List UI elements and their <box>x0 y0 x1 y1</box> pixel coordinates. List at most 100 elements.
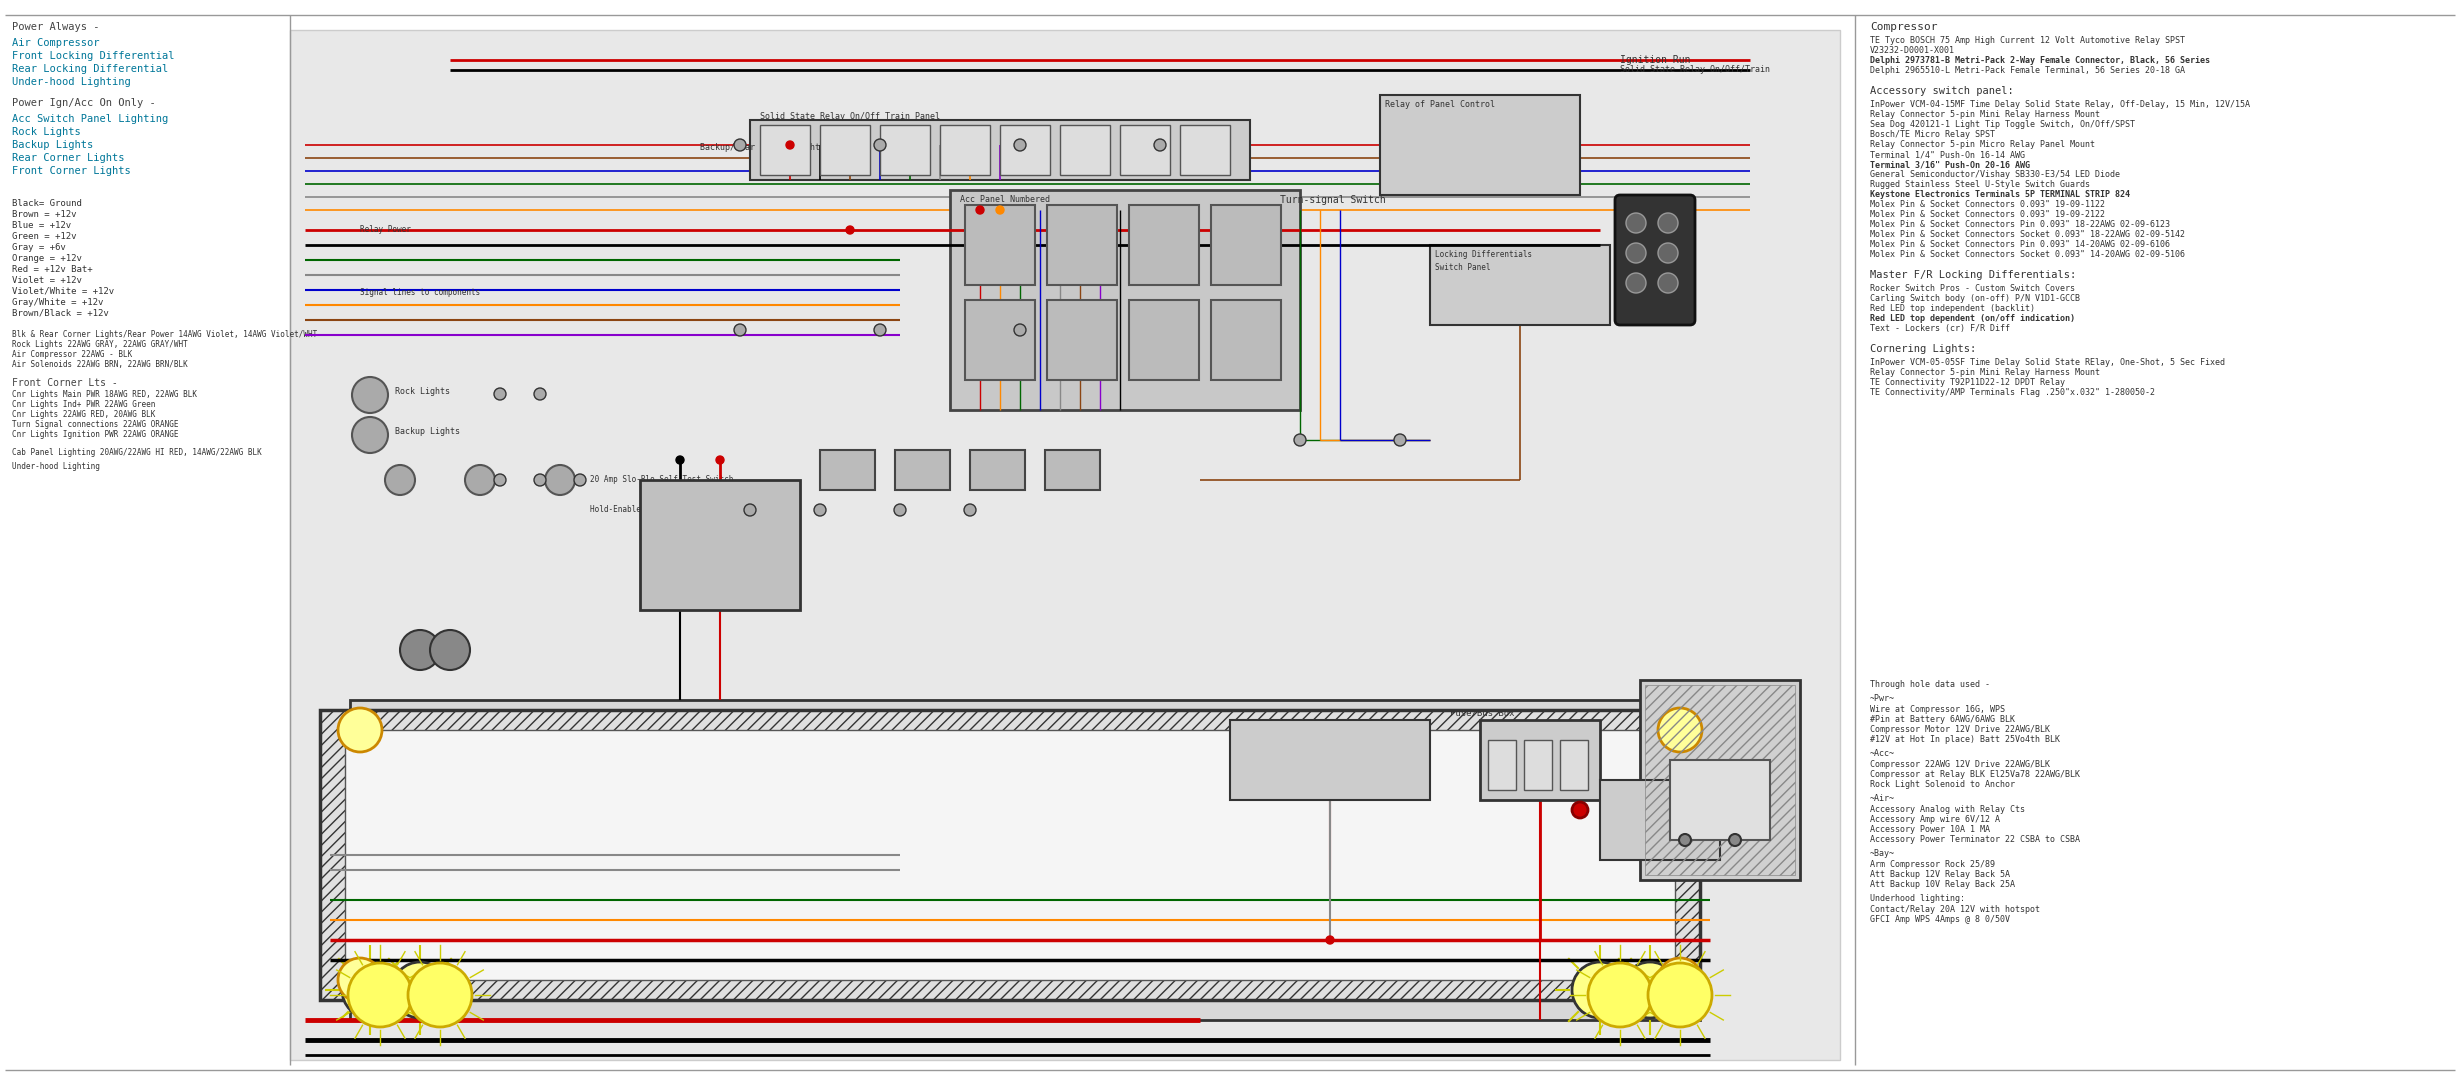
Text: Att Backup 12V Relay Back 5A: Att Backup 12V Relay Back 5A <box>1870 870 2011 879</box>
Circle shape <box>495 474 507 486</box>
Text: SMF: SMF <box>972 453 987 462</box>
Text: Fuse/Bus Box: Fuse/Bus Box <box>1450 708 1514 717</box>
Text: Sea Dog 420121-1 Light Tip Toggle Switch, On/Off/SPST: Sea Dog 420121-1 Light Tip Toggle Switch… <box>1870 120 2136 129</box>
Text: Blue = +12v: Blue = +12v <box>12 221 71 230</box>
Text: Front Corner Lts -: Front Corner Lts - <box>12 378 118 388</box>
Bar <box>965 300 1036 380</box>
Circle shape <box>352 417 389 453</box>
Text: Backup/Rear Corner Lights: Backup/Rear Corner Lights <box>699 143 824 152</box>
Text: Solid State Relay On/Off/Train: Solid State Relay On/Off/Train <box>1619 65 1769 75</box>
Circle shape <box>733 139 746 151</box>
Bar <box>345 730 1676 980</box>
Circle shape <box>1649 963 1713 1027</box>
Bar <box>1120 125 1169 175</box>
Text: Controller: Controller <box>1605 798 1654 807</box>
Circle shape <box>1326 936 1334 944</box>
Circle shape <box>337 958 381 1002</box>
Text: GFCI Amp WPS 4Amps @ 8 0/50V: GFCI Amp WPS 4Amps @ 8 0/50V <box>1870 915 2011 924</box>
Text: Accessory Power 10A 1 MA: Accessory Power 10A 1 MA <box>1870 825 1991 834</box>
Text: Backup Lights: Backup Lights <box>12 140 94 150</box>
Text: Cnr Lights Main PWR 18AWG RED, 22AWG BLK: Cnr Lights Main PWR 18AWG RED, 22AWG BLK <box>12 390 197 399</box>
Text: Signal lines to components: Signal lines to components <box>359 288 480 297</box>
Bar <box>950 190 1299 410</box>
Circle shape <box>1294 434 1307 446</box>
Text: SMF: SMF <box>1048 453 1061 462</box>
Bar <box>1211 300 1282 380</box>
Text: Relay Connector 5-pin Mini Relay Harness Mount: Relay Connector 5-pin Mini Relay Harness… <box>1870 368 2099 377</box>
Text: ~Air~: ~Air~ <box>1870 794 1895 804</box>
Text: Cnr Lights Ind+ PWR 22AWG Green: Cnr Lights Ind+ PWR 22AWG Green <box>12 400 155 409</box>
Bar <box>999 125 1051 175</box>
Circle shape <box>1393 434 1405 446</box>
Text: InPower VCM-04-15MF Time Delay Solid State Relay, Off-Delay, 15 Min, 12V/15A: InPower VCM-04-15MF Time Delay Solid Sta… <box>1870 100 2249 109</box>
Circle shape <box>997 206 1004 214</box>
Text: Orange = +12v: Orange = +12v <box>12 254 81 264</box>
Bar <box>1560 740 1587 789</box>
Text: Acc Panel Numbered: Acc Panel Numbered <box>960 195 1051 204</box>
Text: Accessory Amp wire 6V/12 A: Accessory Amp wire 6V/12 A <box>1870 815 2001 824</box>
Text: General Semiconductor/Vishay SB330-E3/54 LED Diode: General Semiconductor/Vishay SB330-E3/54… <box>1870 170 2119 179</box>
Text: Fuse/Bus Box: Fuse/Bus Box <box>1484 725 1550 734</box>
Text: Power Always -: Power Always - <box>12 22 98 32</box>
Circle shape <box>573 474 586 486</box>
Circle shape <box>431 630 470 670</box>
Bar <box>1130 205 1199 285</box>
Circle shape <box>748 548 773 572</box>
Circle shape <box>1573 962 1629 1018</box>
Bar <box>970 450 1024 490</box>
Text: Compressor 22AWG 12V Drive 22AWG/BLK: Compressor 22AWG 12V Drive 22AWG/BLK <box>1870 760 2050 769</box>
Circle shape <box>733 324 746 336</box>
Bar <box>1046 300 1117 380</box>
Bar <box>1179 125 1230 175</box>
Text: Turn Signal connections 22AWG ORANGE: Turn Signal connections 22AWG ORANGE <box>12 420 180 429</box>
Text: 20 Amp Slo-Blo Self-Test Switch: 20 Amp Slo-Blo Self-Test Switch <box>591 475 733 484</box>
Text: Cnr Lights 22AWG RED, 20AWG BLK: Cnr Lights 22AWG RED, 20AWG BLK <box>12 410 155 419</box>
Circle shape <box>1678 834 1691 846</box>
Bar <box>896 450 950 490</box>
Text: Keystone Electronics Terminals 5P TERMINAL STRIP 824: Keystone Electronics Terminals 5P TERMIN… <box>1870 190 2131 199</box>
Circle shape <box>409 963 473 1027</box>
Bar <box>1046 450 1100 490</box>
Text: Cooling Fan: Cooling Fan <box>1605 785 1661 794</box>
Text: TE Connectivity T92P11D22-12 DPDT Relay: TE Connectivity T92P11D22-12 DPDT Relay <box>1870 378 2065 387</box>
Text: Compressor Motor 12V Drive 22AWG/BLK: Compressor Motor 12V Drive 22AWG/BLK <box>1870 725 2050 734</box>
Bar <box>640 480 800 610</box>
Text: Backup Lights: Backup Lights <box>396 427 460 436</box>
Bar <box>881 125 930 175</box>
Circle shape <box>965 504 977 516</box>
Text: Relay of Panel Control: Relay of Panel Control <box>1386 100 1494 109</box>
Text: Relay 1: Relay 1 <box>822 464 856 473</box>
Text: Power Ign/Acc On Only -: Power Ign/Acc On Only - <box>12 98 155 108</box>
Circle shape <box>847 226 854 234</box>
Text: Backup Corner: Backup Corner <box>1235 738 1299 747</box>
Text: Rear Power -: Rear Power - <box>1235 725 1294 734</box>
Text: InPower VCM-05-05SF Time Delay Solid State RElay, One-Shot, 5 Sec Fixed: InPower VCM-05-05SF Time Delay Solid Sta… <box>1870 357 2225 367</box>
Circle shape <box>465 465 495 495</box>
Text: Master F/R Locking Differentials:: Master F/R Locking Differentials: <box>1870 270 2077 280</box>
Circle shape <box>677 456 684 464</box>
Bar <box>751 120 1250 180</box>
Circle shape <box>977 206 984 214</box>
Circle shape <box>1154 139 1167 151</box>
Text: Brown = +12v: Brown = +12v <box>12 210 76 219</box>
Text: Brown/Black = +12v: Brown/Black = +12v <box>12 309 108 318</box>
Text: Under-hood Lighting: Under-hood Lighting <box>12 462 101 471</box>
Text: Air Solenoids 22AWG BRN, 22AWG BRN/BLK: Air Solenoids 22AWG BRN, 22AWG BRN/BLK <box>12 360 187 369</box>
Text: Solid State Relay On/Off Train Panel: Solid State Relay On/Off Train Panel <box>760 112 940 121</box>
Text: Ignition Run: Ignition Run <box>1619 55 1691 65</box>
Circle shape <box>815 504 827 516</box>
Text: Violet = +12v: Violet = +12v <box>12 276 81 285</box>
Text: Red = +12v Bat+: Red = +12v Bat+ <box>12 265 94 274</box>
Circle shape <box>337 708 381 752</box>
Bar <box>1489 740 1516 789</box>
Text: Att Backup 10V Relay Back 25A: Att Backup 10V Relay Back 25A <box>1870 880 2016 889</box>
Text: Cornering Lights:: Cornering Lights: <box>1870 345 1976 354</box>
Text: ~Acc~: ~Acc~ <box>1870 750 1895 758</box>
Text: TE Tyco BOSCH 75 Amp High Current 12 Volt Automotive Relay SPST: TE Tyco BOSCH 75 Amp High Current 12 Vol… <box>1870 36 2185 45</box>
Text: Hatch data mount used -: Hatch data mount used - <box>1649 685 1757 694</box>
Text: Front Locking Differential: Front Locking Differential <box>12 51 175 60</box>
Text: V23232-D0001-X001: V23232-D0001-X001 <box>1870 46 1954 55</box>
Bar <box>1479 720 1600 800</box>
Text: Carling Switch body (on-off) P/N V1D1-GCCB: Carling Switch body (on-off) P/N V1D1-GC… <box>1870 294 2080 303</box>
Circle shape <box>1014 139 1026 151</box>
